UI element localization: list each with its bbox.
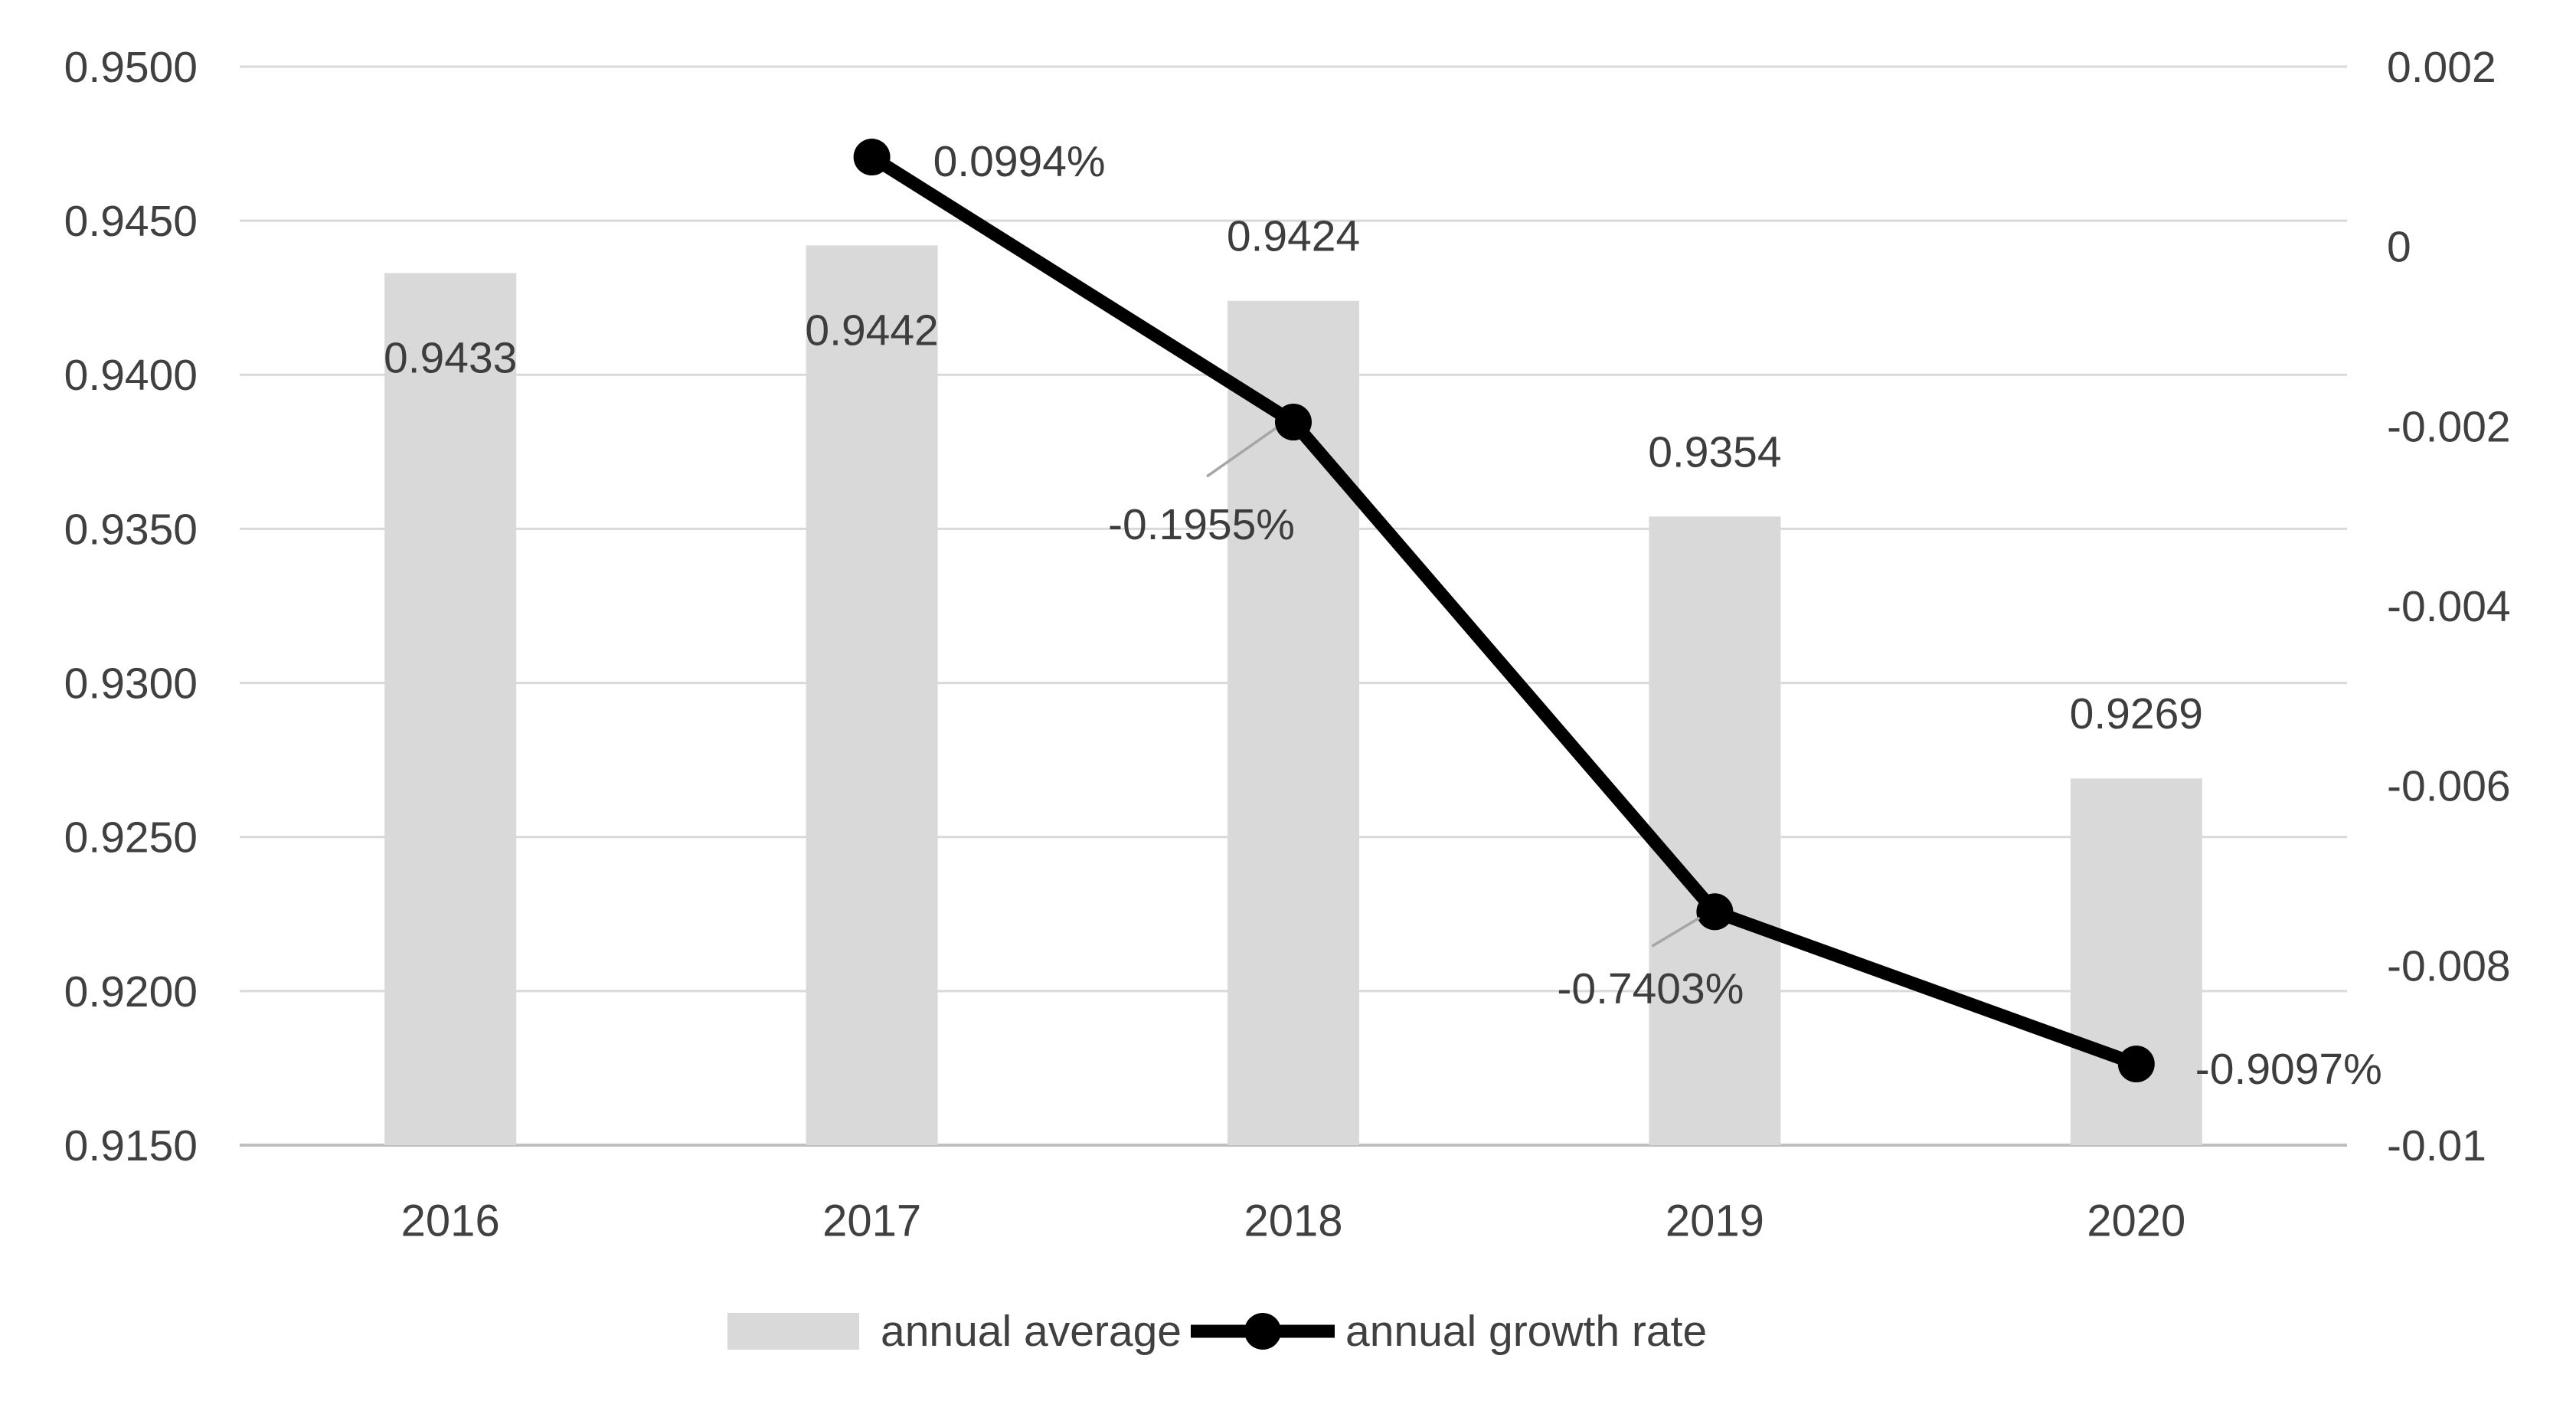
x-axis-label-2016: 2016 <box>401 1196 500 1245</box>
left-axis-tick-0.9500: 0.9500 <box>64 43 198 92</box>
bar-label-2020: 0.9269 <box>2070 689 2203 738</box>
line-marker-2019 <box>1696 893 1734 931</box>
left-axis-tick-0.9450: 0.9450 <box>64 197 198 246</box>
line-marker-2017 <box>853 139 891 176</box>
line-marker-2018 <box>1275 404 1312 441</box>
left-axis-tick-labels: 0.9500 0.9450 0.9400 0.9350 0.9300 0.9250 0.92… <box>64 43 198 1170</box>
line-label-2019: -0.7403% <box>1557 964 1744 1013</box>
bar-label-2018: 0.9424 <box>1227 212 1360 261</box>
left-axis-tick-0.9250: 0.9250 <box>64 813 198 862</box>
left-axis-tick-0.9400: 0.9400 <box>64 351 198 400</box>
bar-series-annual-average <box>384 245 2202 1146</box>
bar-2017 <box>806 245 938 1146</box>
right-axis-tick--0.006: -0.006 <box>2387 762 2511 811</box>
bar-label-2016: 0.9433 <box>384 333 517 382</box>
bar-2018 <box>1228 300 1359 1145</box>
legend-bar-swatch <box>727 1313 859 1350</box>
line-label-2020: -0.9097% <box>2195 1045 2382 1094</box>
right-axis-tick--0.01: -0.01 <box>2387 1121 2486 1170</box>
x-axis-label-2019: 2019 <box>1666 1196 1764 1245</box>
bar-2016 <box>384 273 517 1145</box>
line-label-2018: -0.1955% <box>1108 500 1295 549</box>
line-series-annual-growth-rate <box>853 139 2155 1083</box>
data-labels: 0.9433 0.9442 0.9424 0.9354 0.9269 0.0994% -0.… <box>384 137 2382 1094</box>
leader-line-2018 <box>1205 427 1277 478</box>
right-axis-tick-labels: 0.002 0 -0.002 -0.004 -0.006 -0.008 -0.01 <box>2387 43 2511 1170</box>
leader-line-2019 <box>1651 916 1701 948</box>
leader-lines <box>1205 427 1701 948</box>
growth-rate-line <box>865 150 2143 1071</box>
bar-label-2017: 0.9442 <box>805 306 938 355</box>
right-axis-tick--0.002: -0.002 <box>2387 402 2511 451</box>
bar-label-2019: 0.9354 <box>1648 427 1781 476</box>
right-axis-tick-0: 0 <box>2387 223 2411 272</box>
x-axis-category-labels: 2016 2017 2018 2019 2020 <box>401 1196 2186 1245</box>
chart-legend: annual average annual growth rate <box>727 1307 1707 1356</box>
legend-line-marker-icon <box>1191 1313 1335 1350</box>
left-axis-tick-0.9200: 0.9200 <box>64 967 198 1016</box>
right-axis-tick--0.008: -0.008 <box>2387 941 2511 990</box>
line-label-2017: 0.0994% <box>933 137 1106 186</box>
right-axis-tick--0.004: -0.004 <box>2387 582 2511 631</box>
line-marker-2020 <box>2117 1046 2155 1083</box>
left-axis-tick-0.9350: 0.9350 <box>64 505 198 554</box>
legend-label-annual-average: annual average <box>881 1307 1182 1356</box>
bar-2020 <box>2070 778 2202 1145</box>
left-axis-tick-0.9300: 0.9300 <box>64 660 198 709</box>
x-axis-label-2018: 2018 <box>1244 1196 1342 1245</box>
x-axis-label-2017: 2017 <box>822 1196 921 1245</box>
legend-label-annual-growth-rate: annual growth rate <box>1345 1307 1708 1356</box>
bar-2019 <box>1649 516 1781 1145</box>
x-axis-label-2020: 2020 <box>2087 1196 2185 1245</box>
right-axis-tick-0.002: 0.002 <box>2387 43 2496 92</box>
left-axis-tick-0.9150: 0.9150 <box>64 1121 198 1170</box>
